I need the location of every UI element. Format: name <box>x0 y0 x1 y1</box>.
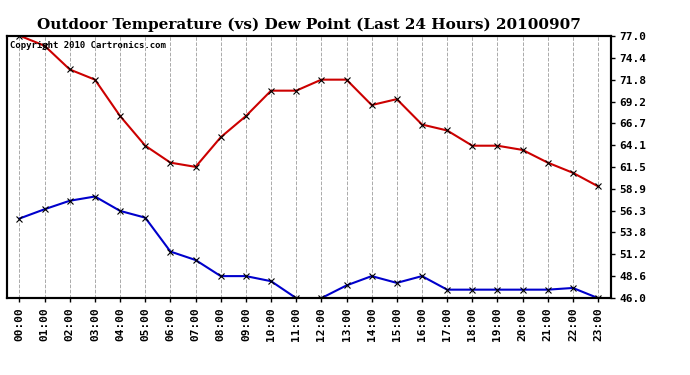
Text: Copyright 2010 Cartronics.com: Copyright 2010 Cartronics.com <box>10 41 166 50</box>
Title: Outdoor Temperature (vs) Dew Point (Last 24 Hours) 20100907: Outdoor Temperature (vs) Dew Point (Last… <box>37 17 581 32</box>
